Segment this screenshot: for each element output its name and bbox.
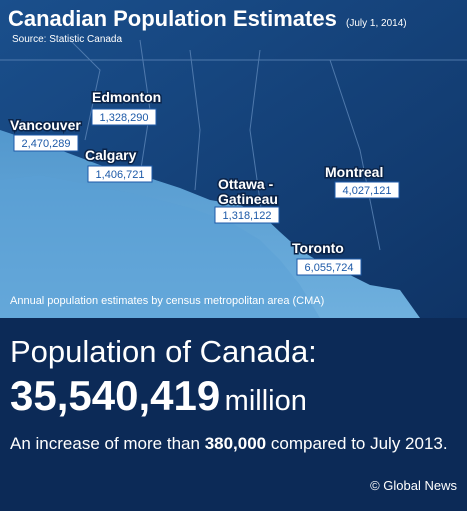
city-labels: Vancouver 2,470,289 Edmonton 1,328,290 Calga… [9, 88, 400, 276]
value-box [13, 134, 79, 152]
value-box [91, 108, 157, 126]
total-line: 35,540,419 million [10, 372, 307, 420]
city-value: 2,470,289 [22, 138, 71, 150]
city-name: Gatineau [218, 191, 278, 207]
us-land [0, 175, 320, 318]
increase-before: An increase of more than [10, 434, 200, 453]
credit: © Global News [370, 478, 457, 493]
increase-after: compared to July 2013. [270, 434, 448, 453]
value-box [214, 206, 280, 224]
city-name: Montreal [325, 164, 383, 180]
source: Source: Statistic Canada [12, 34, 122, 45]
value-box [334, 181, 400, 199]
city-name: Edmonton [92, 89, 161, 105]
unit: million [224, 385, 307, 417]
date: (July 1, 2014) [346, 18, 407, 29]
city-name: Toronto [292, 240, 344, 256]
summary-panel: Population of Canada: 35,540,419 million… [0, 318, 467, 511]
footnote: Annual population estimates by census me… [10, 295, 324, 307]
city-name: Vancouver [10, 117, 81, 133]
city-value: 4,027,121 [343, 185, 392, 197]
city-name: Calgary [85, 147, 137, 163]
summary-heading: Population of Canada: [10, 334, 317, 369]
value-box [87, 165, 153, 183]
city-name: Ottawa - [218, 176, 274, 192]
city-value: 1,406,721 [96, 169, 145, 181]
title: Canadian Population Estimates [8, 6, 337, 31]
land [0, 0, 467, 318]
city-value: 6,055,724 [305, 262, 354, 274]
map: Canadian Population Estimates (July 1, 2… [0, 0, 467, 318]
total: 35,540,419 [10, 372, 221, 419]
province-borders [0, 39, 467, 251]
increase: An increase of more than 380,000 compare… [10, 434, 448, 454]
city-value: 1,328,290 [100, 112, 149, 124]
value-box [296, 258, 362, 276]
increase-amount: 380,000 [204, 434, 267, 453]
city-value: 1,318,122 [223, 210, 272, 222]
